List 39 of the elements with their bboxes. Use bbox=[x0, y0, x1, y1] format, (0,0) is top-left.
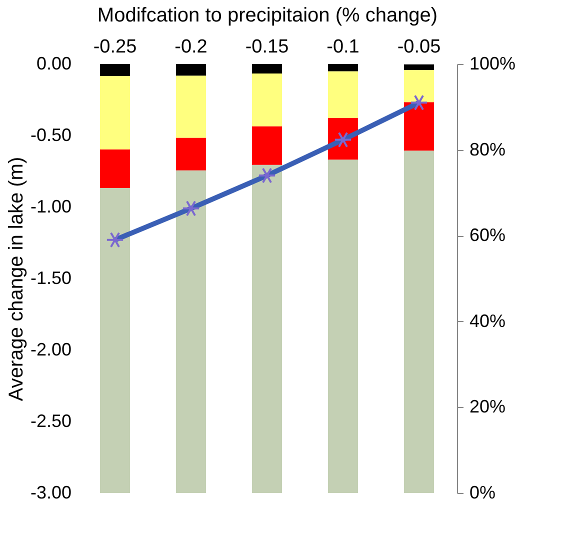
bar bbox=[176, 76, 206, 138]
y-tick-label: 0.00 bbox=[36, 54, 72, 74]
bar bbox=[404, 70, 434, 102]
y-tick-label: -2.00 bbox=[30, 340, 72, 360]
bar bbox=[100, 149, 130, 188]
y-tick-label: -2.50 bbox=[30, 411, 72, 431]
bar bbox=[328, 64, 358, 72]
bar bbox=[252, 64, 282, 74]
y-axis-title: Average change in lake (m) bbox=[5, 156, 28, 402]
y-tick-label: -1.00 bbox=[30, 196, 72, 216]
bar bbox=[252, 73, 282, 126]
bar bbox=[176, 138, 206, 170]
y-tick-label: -0.50 bbox=[30, 125, 72, 145]
bar bbox=[176, 64, 206, 76]
bar bbox=[100, 188, 130, 493]
bar bbox=[252, 164, 282, 493]
bar bbox=[100, 76, 130, 150]
bar bbox=[100, 64, 130, 76]
y2-tick-label: 40% bbox=[470, 310, 506, 331]
x-tick-label: -0.05 bbox=[397, 36, 441, 58]
x-tick-label: -0.25 bbox=[93, 36, 137, 58]
y2-tick-label: 60% bbox=[470, 225, 506, 246]
y-tick-label: -3.00 bbox=[30, 482, 72, 502]
bar bbox=[328, 71, 358, 118]
x-tick-label: -0.15 bbox=[245, 36, 289, 58]
x-axis-title: Modifcation to precipitaion (% change) bbox=[97, 4, 438, 26]
x-tick-label: -0.2 bbox=[174, 36, 208, 58]
y-tick-label: -1.50 bbox=[30, 268, 72, 288]
y2-tick-label: 80% bbox=[470, 139, 506, 160]
y2-tick-label: 20% bbox=[470, 396, 506, 417]
bar bbox=[404, 64, 434, 70]
bar bbox=[404, 150, 434, 493]
y2-tick-label: 0% bbox=[470, 482, 496, 502]
y2-tick-label: 100% bbox=[470, 54, 516, 74]
bar bbox=[328, 160, 358, 493]
bar bbox=[404, 102, 434, 151]
x-tick-label: -0.1 bbox=[326, 36, 360, 58]
bar bbox=[252, 126, 282, 165]
bar bbox=[176, 170, 206, 493]
